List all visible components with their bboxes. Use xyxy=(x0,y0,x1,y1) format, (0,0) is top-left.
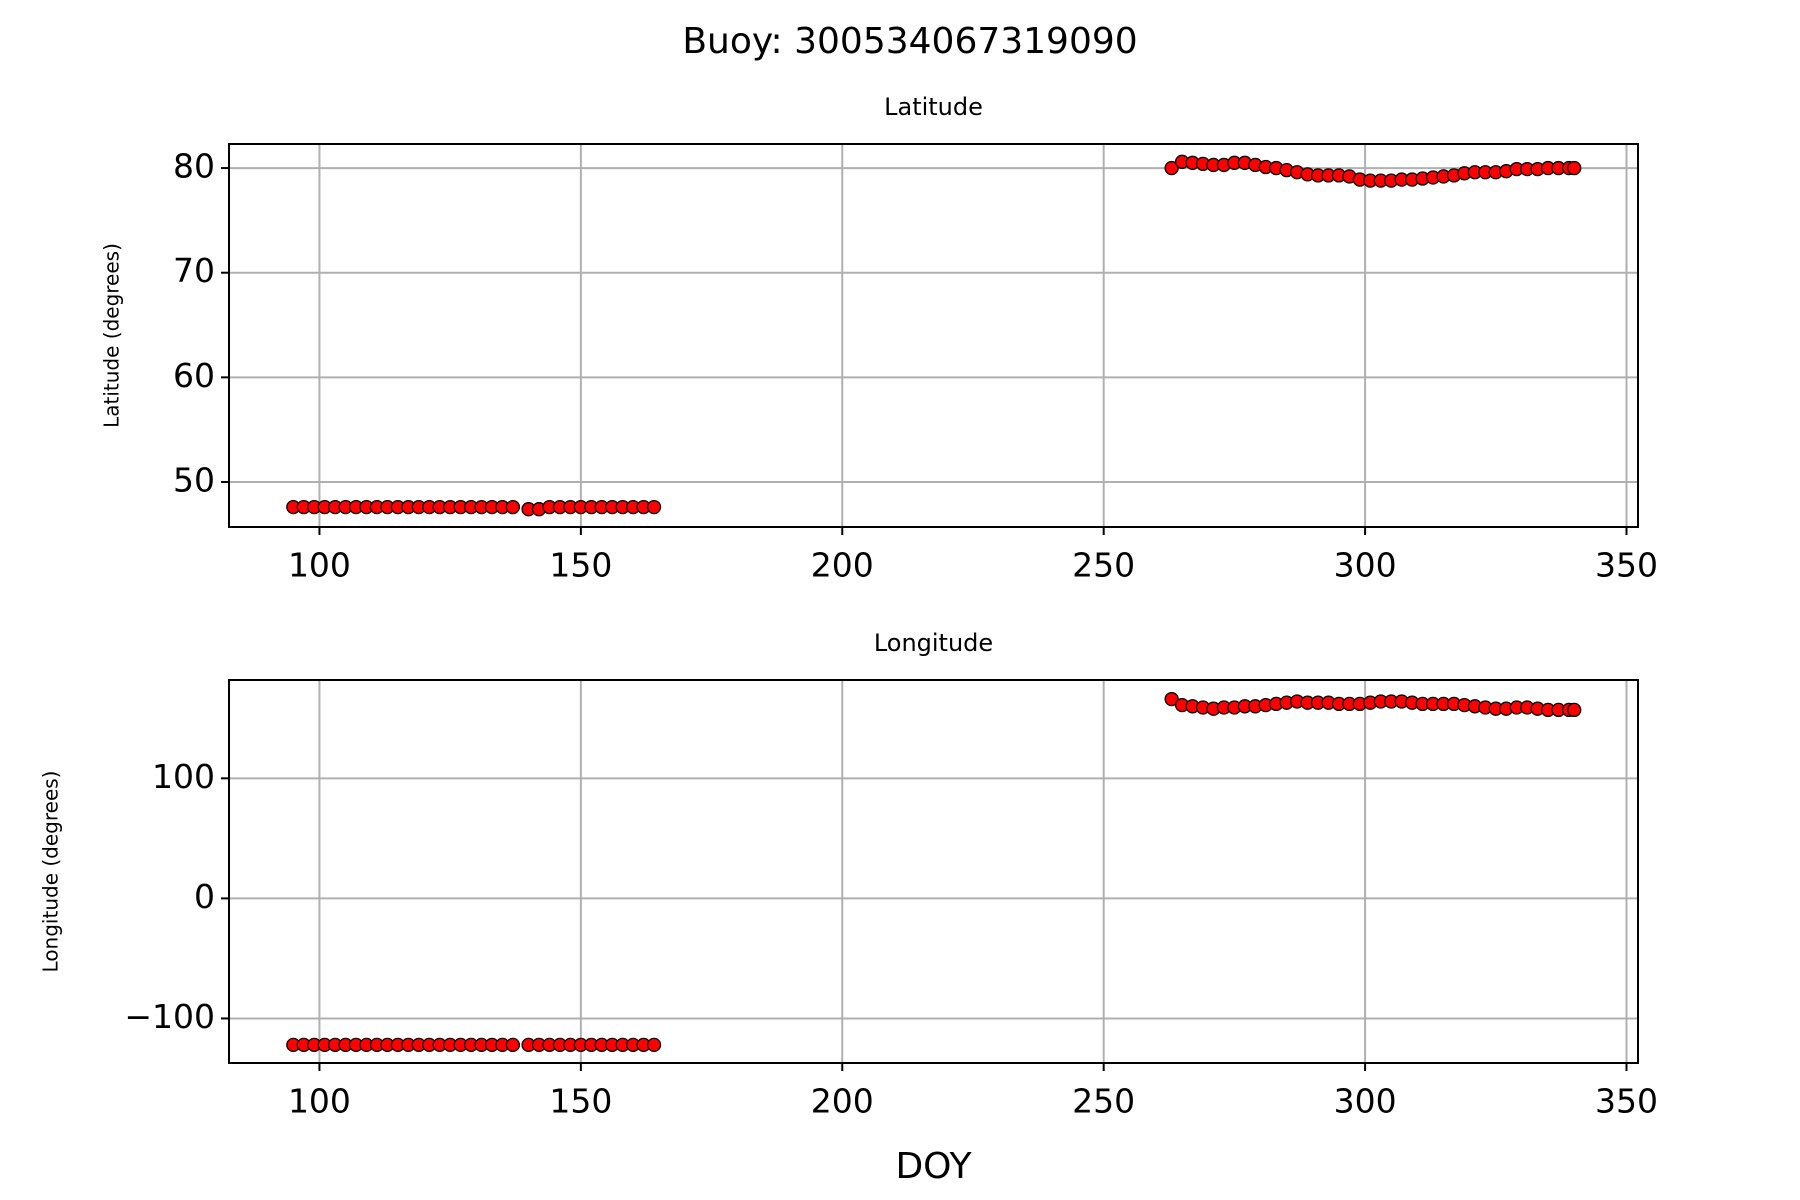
x-tick-label: 350 xyxy=(1595,1082,1658,1121)
x-axis-label: DOY xyxy=(895,1146,972,1187)
scatter-point xyxy=(1164,160,1179,176)
y-tick-label: −100 xyxy=(124,997,215,1036)
x-tick-label: 150 xyxy=(549,546,612,585)
x-tick-label: 300 xyxy=(1334,546,1397,585)
x-tick-label: 350 xyxy=(1595,546,1658,585)
axes-title: Longitude xyxy=(874,629,993,657)
y-tick-label: 70 xyxy=(173,251,215,290)
x-tick-label: 200 xyxy=(811,546,874,585)
scatter-point xyxy=(646,499,662,515)
x-tick-label: 300 xyxy=(1334,1082,1397,1121)
scatter-point xyxy=(1567,160,1582,176)
y-tick-label: 50 xyxy=(173,461,215,500)
scatter-point xyxy=(646,1037,662,1053)
x-tick-label: 250 xyxy=(1072,1082,1135,1121)
y-axis-label: Latitude (degrees) xyxy=(100,243,124,428)
y-axis-label: Longitude (degrees) xyxy=(39,771,63,973)
scatter-point xyxy=(505,1037,521,1053)
y-tick-label: 60 xyxy=(173,356,215,395)
scatter-point xyxy=(1567,702,1582,718)
x-tick-label: 100 xyxy=(288,546,351,585)
axes-frame xyxy=(228,143,1639,528)
scatter-point xyxy=(505,499,521,515)
y-tick-label: 80 xyxy=(173,147,215,186)
axes-title: Latitude xyxy=(884,93,983,121)
axes-frame xyxy=(228,679,1639,1064)
scatter-point xyxy=(1164,691,1179,707)
x-tick-label: 250 xyxy=(1072,546,1135,585)
y-tick-label: 100 xyxy=(152,757,215,796)
x-tick-label: 150 xyxy=(549,1082,612,1121)
x-tick-label: 100 xyxy=(288,1082,351,1121)
y-tick-label: 0 xyxy=(194,877,215,916)
x-tick-label: 200 xyxy=(811,1082,874,1121)
figure-title: Buoy: 300534067319090 xyxy=(682,21,1137,62)
